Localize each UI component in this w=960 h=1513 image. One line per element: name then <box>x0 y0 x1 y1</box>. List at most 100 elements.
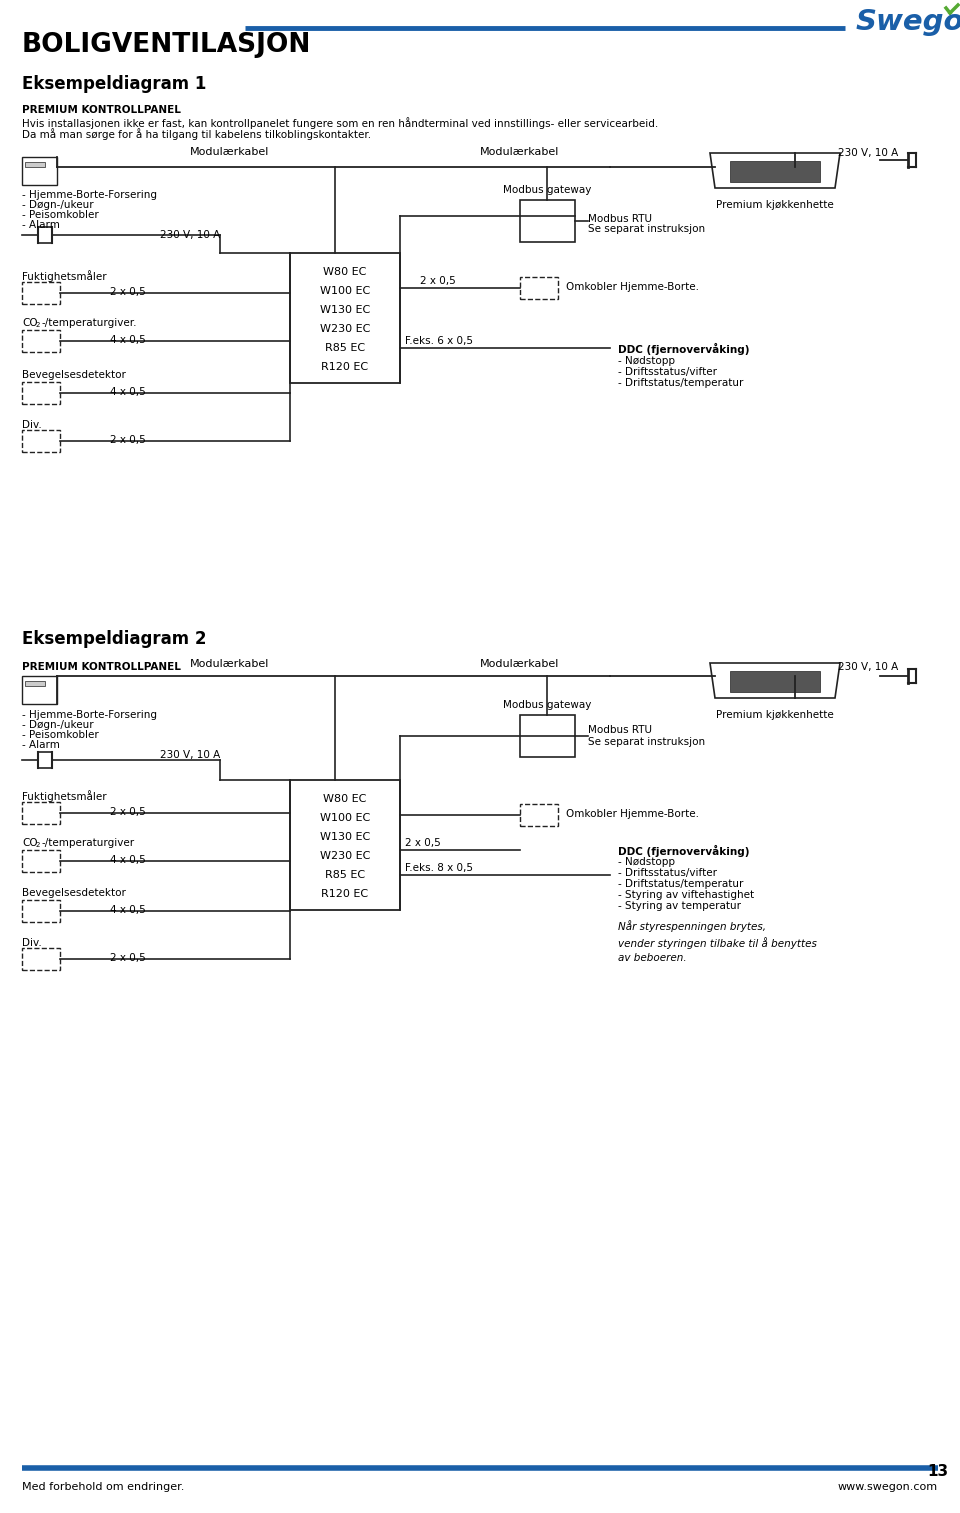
Text: - Nødstopp: - Nødstopp <box>618 856 675 867</box>
Text: F.eks. 8 x 0,5: F.eks. 8 x 0,5 <box>405 862 473 873</box>
Text: Med forbehold om endringer.: Med forbehold om endringer. <box>22 1483 184 1492</box>
Text: F.eks. 6 x 0,5: F.eks. 6 x 0,5 <box>405 336 473 346</box>
Text: Hvis installasjonen ikke er fast, kan kontrollpanelet fungere som en ren håndter: Hvis installasjonen ikke er fast, kan ko… <box>22 117 659 129</box>
Text: DDC (fjernovervåking): DDC (fjernovervåking) <box>618 844 750 856</box>
Bar <box>520 200 575 242</box>
Text: R120 EC: R120 EC <box>322 890 369 899</box>
Text: DDC (fjernovervåking): DDC (fjernovervåking) <box>618 343 750 356</box>
Text: 2 x 0,5: 2 x 0,5 <box>110 436 146 445</box>
Bar <box>520 277 558 300</box>
Text: Fuktighetsmåler: Fuktighetsmåler <box>22 790 107 802</box>
Text: 230 V, 10 A: 230 V, 10 A <box>838 148 899 157</box>
Text: W130 EC: W130 EC <box>320 306 371 315</box>
Text: Modbus gateway: Modbus gateway <box>503 185 591 195</box>
Text: - Driftsstatus/vifter: - Driftsstatus/vifter <box>618 868 717 878</box>
Text: - Peisomkobler: - Peisomkobler <box>22 210 99 219</box>
Bar <box>290 253 400 383</box>
Bar <box>22 281 60 304</box>
Text: 13: 13 <box>926 1465 948 1480</box>
Text: 4 x 0,5: 4 x 0,5 <box>110 855 146 865</box>
Text: 4 x 0,5: 4 x 0,5 <box>110 387 146 396</box>
Text: W100 EC: W100 EC <box>320 812 371 823</box>
Text: - Nødstopp: - Nødstopp <box>618 356 675 366</box>
Text: W230 EC: W230 EC <box>320 324 371 334</box>
Text: 2 x 0,5: 2 x 0,5 <box>110 953 146 962</box>
Text: Omkobler Hjemme-Borte.: Omkobler Hjemme-Borte. <box>566 281 699 292</box>
Text: CO: CO <box>22 318 37 328</box>
Text: 230 V, 10 A: 230 V, 10 A <box>160 230 220 241</box>
Text: Eksempeldiagram 2: Eksempeldiagram 2 <box>22 629 206 648</box>
Text: PREMIUM KONTROLLPANEL: PREMIUM KONTROLLPANEL <box>22 104 180 115</box>
Text: Modulærkabel: Modulærkabel <box>190 660 270 669</box>
Bar <box>22 330 60 353</box>
Text: 2: 2 <box>36 843 40 847</box>
Text: R85 EC: R85 EC <box>324 870 365 881</box>
Text: Modulærkabel: Modulærkabel <box>480 660 560 669</box>
Text: - Driftstatus/temperatur: - Driftstatus/temperatur <box>618 879 743 890</box>
Text: 4 x 0,5: 4 x 0,5 <box>110 905 146 915</box>
Polygon shape <box>730 160 820 182</box>
Text: Modulærkabel: Modulærkabel <box>480 147 560 157</box>
Text: Omkobler Hjemme-Borte.: Omkobler Hjemme-Borte. <box>566 809 699 819</box>
Text: - Alarm: - Alarm <box>22 219 60 230</box>
Bar <box>22 949 60 970</box>
Text: BOLIGVENTILASJON: BOLIGVENTILASJON <box>22 32 311 57</box>
Polygon shape <box>730 670 820 691</box>
Text: 2 x 0,5: 2 x 0,5 <box>110 287 146 297</box>
Bar <box>520 803 558 826</box>
Text: - Styring av temperatur: - Styring av temperatur <box>618 902 741 911</box>
Bar <box>290 781 400 909</box>
Bar <box>22 802 60 825</box>
Text: Da må man sørge for å ha tilgang til kabelens tilkoblingskontakter.: Da må man sørge for å ha tilgang til kab… <box>22 129 372 139</box>
Bar <box>22 900 60 921</box>
Text: Premium kjøkkenhette: Premium kjøkkenhette <box>716 710 834 720</box>
Text: 230 V, 10 A: 230 V, 10 A <box>160 750 220 760</box>
Bar <box>22 381 60 404</box>
Bar <box>22 676 57 704</box>
Bar <box>25 162 45 166</box>
Bar <box>22 430 60 452</box>
Text: R120 EC: R120 EC <box>322 362 369 372</box>
Bar <box>22 157 57 185</box>
Text: PREMIUM KONTROLLPANEL: PREMIUM KONTROLLPANEL <box>22 663 180 672</box>
Text: 2 x 0,5: 2 x 0,5 <box>110 806 146 817</box>
Text: 4 x 0,5: 4 x 0,5 <box>110 334 146 345</box>
Text: Modbus RTU: Modbus RTU <box>588 213 652 224</box>
Text: - Hjemme-Borte-Forsering: - Hjemme-Borte-Forsering <box>22 710 157 720</box>
Text: Bevegelsesdetektor: Bevegelsesdetektor <box>22 371 126 380</box>
Text: Swegon: Swegon <box>856 8 960 36</box>
Text: Bevegelsesdetektor: Bevegelsesdetektor <box>22 888 126 899</box>
Text: -/temperaturgiver.: -/temperaturgiver. <box>41 318 136 328</box>
Text: Fuktighetsmåler: Fuktighetsmåler <box>22 269 107 281</box>
Text: Se separat instruksjon: Se separat instruksjon <box>588 224 706 235</box>
Text: - Alarm: - Alarm <box>22 740 60 750</box>
Text: - Driftsstatus/vifter: - Driftsstatus/vifter <box>618 368 717 377</box>
Text: - Peisomkobler: - Peisomkobler <box>22 729 99 740</box>
Text: Premium kjøkkenhette: Premium kjøkkenhette <box>716 200 834 210</box>
Text: - Døgn-/ukeur: - Døgn-/ukeur <box>22 200 94 210</box>
Text: Når styrespenningen brytes,
vender styringen tilbake til å benyttes
av beboeren.: Når styrespenningen brytes, vender styri… <box>618 920 817 962</box>
Text: - Styring av viftehastighet: - Styring av viftehastighet <box>618 890 755 900</box>
Text: - Driftstatus/temperatur: - Driftstatus/temperatur <box>618 378 743 387</box>
Text: W80 EC: W80 EC <box>324 794 367 803</box>
Text: - Døgn-/ukeur: - Døgn-/ukeur <box>22 720 94 729</box>
Text: Eksempeldiagram 1: Eksempeldiagram 1 <box>22 76 206 92</box>
Text: Div.: Div. <box>22 421 41 430</box>
Text: Se separat instruksjon: Se separat instruksjon <box>588 737 706 747</box>
Text: 2 x 0,5: 2 x 0,5 <box>405 838 441 847</box>
Text: 2 x 0,5: 2 x 0,5 <box>420 275 456 286</box>
Text: Modbus RTU: Modbus RTU <box>588 725 652 735</box>
Text: W100 EC: W100 EC <box>320 286 371 297</box>
Bar <box>25 681 45 685</box>
Text: 2: 2 <box>36 322 40 328</box>
Text: CO: CO <box>22 838 37 847</box>
Text: W130 EC: W130 EC <box>320 832 371 843</box>
Text: W80 EC: W80 EC <box>324 266 367 277</box>
Bar <box>520 716 575 756</box>
Bar <box>22 850 60 871</box>
Text: Modbus gateway: Modbus gateway <box>503 701 591 710</box>
Text: R85 EC: R85 EC <box>324 343 365 353</box>
Text: -/temperaturgiver: -/temperaturgiver <box>41 838 134 847</box>
Text: Modulærkabel: Modulærkabel <box>190 147 270 157</box>
Text: www.swegon.com: www.swegon.com <box>838 1483 938 1492</box>
